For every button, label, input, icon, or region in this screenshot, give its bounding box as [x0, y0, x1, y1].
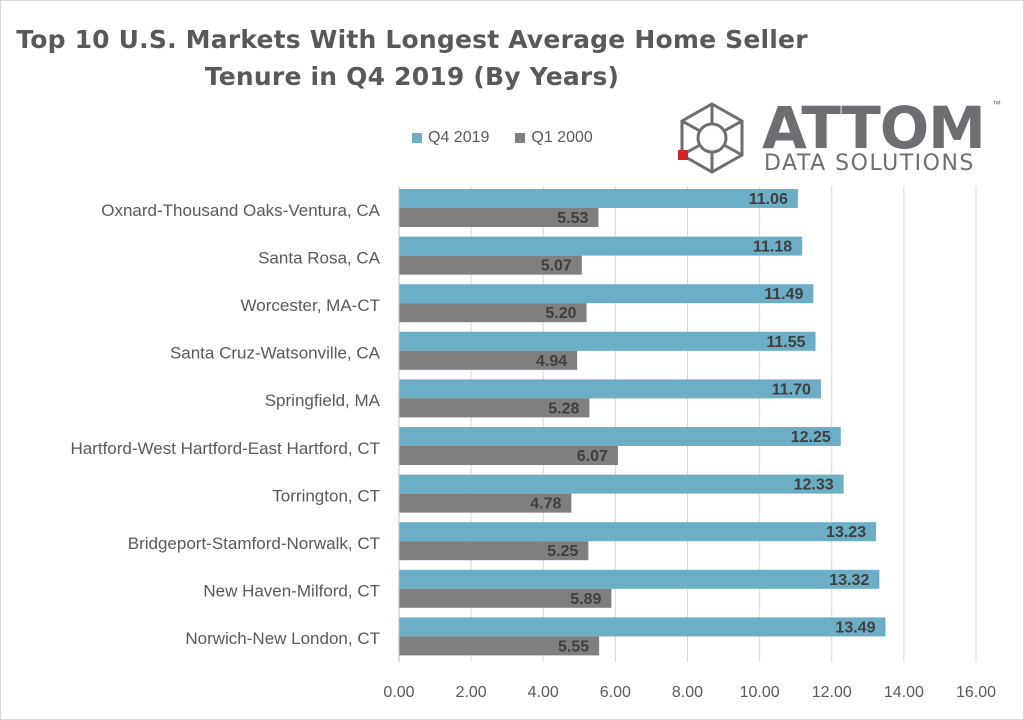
data-label: 5.89	[570, 591, 601, 608]
bar-q4-2019	[399, 617, 886, 637]
data-label: 13.49	[835, 619, 875, 636]
bar-q1-2000	[399, 208, 599, 227]
bar-q1-2000	[399, 493, 572, 513]
category-label: Bridgeport-Stamford-Norwalk, CT	[128, 534, 380, 553]
chart-title-line-1: Top 10 U.S. Markets With Longest Average…	[16, 25, 808, 54]
x-tick-label: 10.00	[740, 684, 780, 701]
bar-q1-2000	[399, 636, 600, 656]
category-label: New Haven-Milford, CT	[203, 582, 380, 601]
legend-swatch-q1-2000	[515, 133, 526, 143]
data-label: 13.32	[829, 572, 869, 589]
category-label: Santa Cruz-Watsonville, CA	[170, 344, 381, 363]
data-label: 5.07	[541, 258, 572, 275]
data-label: 4.78	[530, 496, 561, 513]
chart-legend: Q4 2019 Q1 2000	[412, 128, 619, 148]
data-label: 13.23	[826, 524, 866, 541]
attom-logo: ATTOM ™ DATA SOLUTIONS	[672, 95, 1012, 180]
bar-q1-2000	[399, 446, 618, 465]
bar-q4-2019	[399, 474, 844, 494]
category-label: Worcester, MA-CT	[241, 296, 380, 315]
bar-q4-2019	[399, 569, 880, 589]
data-label: 11.70	[772, 381, 811, 398]
logo-wordmark: ATTOM	[762, 94, 986, 162]
data-label: 11.06	[749, 191, 788, 208]
x-tick-label: 8.00	[672, 684, 703, 701]
data-label: 11.49	[764, 286, 803, 303]
category-label: Oxnard-Thousand Oaks-Ventura, CA	[101, 201, 380, 220]
attom-emblem-icon	[678, 102, 744, 174]
data-label: 5.53	[557, 210, 588, 227]
category-label: Torrington, CT	[272, 486, 380, 505]
bar-q1-2000	[399, 588, 612, 608]
bar-q1-2000	[399, 255, 582, 275]
x-tick-label: 6.00	[600, 684, 631, 701]
bar-q4-2019	[399, 189, 798, 208]
x-tick-label: 14.00	[884, 684, 924, 701]
x-tick-label: 16.00	[956, 684, 996, 701]
bar-q1-2000	[399, 398, 590, 418]
data-label: 4.94	[536, 353, 567, 370]
legend-label-q4-2019: Q4 2019	[428, 129, 490, 146]
data-label: 12.33	[794, 477, 834, 494]
bar-q1-2000	[399, 350, 578, 370]
bar-q4-2019	[399, 284, 814, 304]
data-label: 6.07	[577, 448, 608, 465]
bar-q1-2000	[399, 303, 587, 323]
legend-swatch-q4-2019	[412, 133, 422, 143]
chart-title-line-2: Tenure in Q4 2019 (By Years)	[204, 62, 620, 91]
logo-tagline: DATA SOLUTIONS	[764, 151, 975, 176]
legend-item-q1-2000: Q1 2000	[515, 129, 593, 147]
x-tick-label: 0.00	[383, 684, 414, 701]
bar-q4-2019	[399, 331, 816, 351]
x-tick-label: 12.00	[812, 684, 852, 701]
logo-trademark: ™	[992, 99, 1001, 109]
category-label: Santa Rosa, CA	[258, 248, 381, 267]
data-label: 11.55	[766, 334, 805, 351]
legend-item-q4-2019: Q4 2019	[412, 129, 489, 147]
category-label: Hartford-West Hartford-East Hartford, CT	[70, 439, 380, 458]
x-tick-label: 4.00	[528, 684, 559, 701]
data-label: 5.25	[547, 543, 578, 560]
bar-q4-2019	[399, 379, 821, 399]
x-tick-label: 2.00	[456, 684, 487, 701]
data-label: 11.18	[753, 239, 792, 256]
data-label: 5.20	[545, 305, 576, 322]
data-label: 5.55	[558, 638, 589, 655]
legend-label-q1-2000: Q1 2000	[531, 129, 593, 146]
bar-q4-2019	[399, 427, 841, 446]
bar-q4-2019	[399, 236, 803, 256]
category-label: Springfield, MA	[265, 391, 381, 410]
category-label: Norwich-New London, CT	[185, 629, 380, 648]
data-label: 5.28	[548, 400, 579, 417]
bar-q1-2000	[399, 541, 589, 561]
data-label: 12.25	[791, 429, 831, 446]
bar-q4-2019	[399, 522, 877, 542]
